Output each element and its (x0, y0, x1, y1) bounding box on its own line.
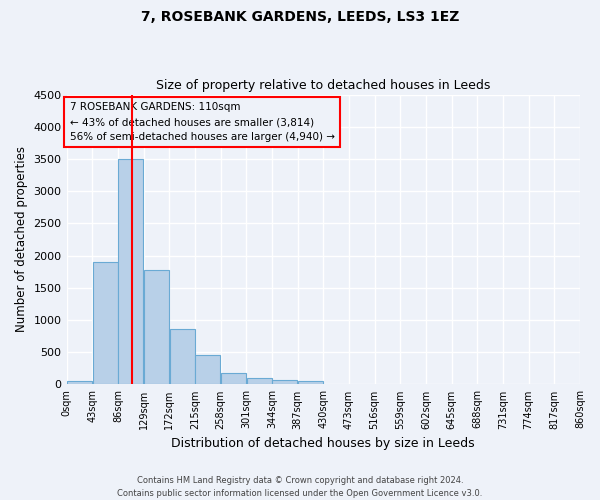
Bar (118, 159, 143, 384)
Title: Size of property relative to detached houses in Leeds: Size of property relative to detached ho… (156, 79, 490, 92)
Bar (272, 380, 297, 384)
Bar (170, 329, 194, 384)
Bar (247, 378, 272, 384)
Bar (221, 372, 246, 384)
Text: 7, ROSEBANK GARDENS, LEEDS, LS3 1EZ: 7, ROSEBANK GARDENS, LEEDS, LS3 1EZ (141, 10, 459, 24)
X-axis label: Distribution of detached houses by size in Leeds: Distribution of detached houses by size … (172, 437, 475, 450)
Bar (92, 262, 118, 384)
Bar (67, 381, 92, 384)
Text: 7 ROSEBANK GARDENS: 110sqm
← 43% of detached houses are smaller (3,814)
56% of s: 7 ROSEBANK GARDENS: 110sqm ← 43% of deta… (70, 102, 335, 142)
Bar (195, 355, 220, 384)
Y-axis label: Number of detached properties: Number of detached properties (15, 146, 28, 332)
Bar (144, 270, 169, 384)
Text: Contains HM Land Registry data © Crown copyright and database right 2024.
Contai: Contains HM Land Registry data © Crown c… (118, 476, 482, 498)
Bar (298, 381, 323, 384)
